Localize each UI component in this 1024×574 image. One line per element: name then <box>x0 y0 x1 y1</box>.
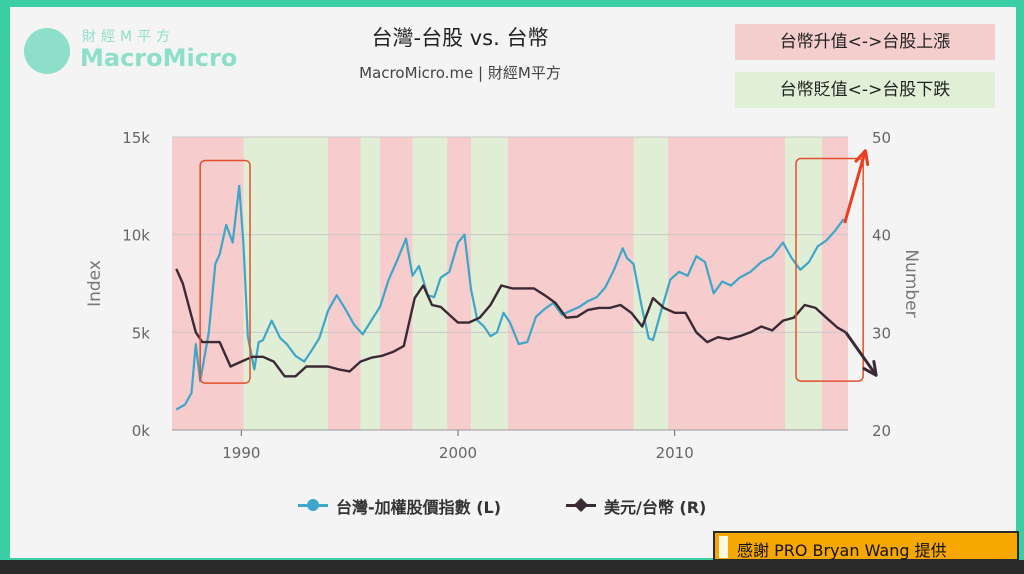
highlight-box-1 <box>795 157 864 382</box>
right-tick-label: 40 <box>872 227 891 245</box>
region-up-4 <box>380 137 413 430</box>
x-tick-label: 2010 <box>656 444 694 462</box>
legend-label-usdtwd: 美元/台幣 (R) <box>604 498 707 517</box>
legend-label-taiex: 台灣-加權股價指數 (L) <box>336 498 502 517</box>
series-line-usdtwd <box>175 268 847 378</box>
credit-banner: 感謝 PRO Bryan Wang 提供 <box>713 531 1019 561</box>
left-axis-label: Index <box>85 260 105 307</box>
right-tick-label: 20 <box>872 422 891 440</box>
region-up-6 <box>447 137 471 430</box>
right-tick-label: 50 <box>872 129 891 147</box>
macromicro-logo: 財經M平方 MacroMicro <box>24 26 264 80</box>
highlight-box-0 <box>199 159 251 384</box>
x-tick-label: 1990 <box>222 444 260 462</box>
series-line-taiex <box>175 184 845 411</box>
x-tick-label: 2000 <box>439 444 477 462</box>
shaded-regions <box>172 137 848 430</box>
series-lines <box>175 184 847 411</box>
logo-chinese-text: 財經M平方 <box>82 29 176 45</box>
left-tick-label: 10k <box>122 227 150 245</box>
trend-arrows <box>843 149 878 377</box>
chart-subtitle: MacroMicro.me | 財經M平方 <box>359 64 561 82</box>
right-axis-label: Number <box>901 249 921 317</box>
legend-box-appreciation: 台幣升值<->台股上漲 <box>735 24 995 60</box>
chart-title: 台灣-台股 vs. 台幣 <box>371 26 549 50</box>
left-tick-label: 5k <box>132 324 151 342</box>
region-up-2 <box>328 137 361 430</box>
region-down-3 <box>360 137 380 430</box>
right-tick-label: 30 <box>872 324 891 342</box>
highlight-boxes <box>199 157 864 384</box>
logo-english-text: MacroMicro <box>80 44 238 72</box>
legend-box-depreciation: 台幣貶值<->台股下跌 <box>735 72 995 108</box>
series-legend: 台灣-加權股價指數 (L) 美元/台幣 (R) <box>298 494 738 517</box>
legend-marker-usdtwd-icon <box>573 497 589 513</box>
region-up-8 <box>507 137 634 430</box>
credit-marker-icon <box>719 536 728 558</box>
region-down-1 <box>243 137 328 430</box>
legend-marker-taiex-icon <box>307 499 319 511</box>
left-tick-label: 0k <box>132 422 151 440</box>
arrow-head-0 <box>854 149 870 166</box>
region-down-11 <box>785 137 822 430</box>
credit-text: 感謝 PRO Bryan Wang 提供 <box>737 541 947 560</box>
left-tick-label: 15k <box>122 129 150 147</box>
region-down-9 <box>633 137 669 430</box>
arrow-shaft-0 <box>843 150 867 224</box>
arrow-shaft-1 <box>844 331 878 377</box>
axes: 0k 5k 10k 15k 20 30 40 50 1990 2000 2010 Index Numbe… <box>85 129 921 462</box>
region-up-12 <box>822 137 848 430</box>
arrow-head-1 <box>862 359 878 377</box>
region-down-7 <box>471 137 508 430</box>
region-down-5 <box>412 137 448 430</box>
logo-mark-icon <box>24 28 70 74</box>
